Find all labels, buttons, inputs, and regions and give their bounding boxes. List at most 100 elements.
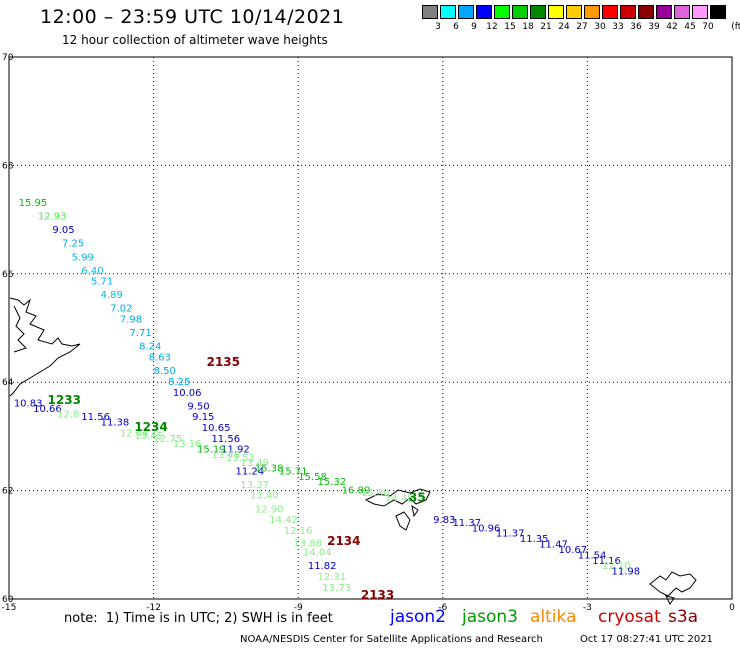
longitude-tick-label: -15 <box>2 603 17 613</box>
wave-height-value: 6.40 <box>81 266 103 277</box>
faroe-islands-coastline <box>364 488 431 531</box>
map-subtitle: 12 hour collection of altimeter wave hei… <box>62 33 328 47</box>
wave-height-value: 11.54 <box>578 550 607 561</box>
wave-height-value: 9.83 <box>433 515 455 526</box>
colorbar-swatch <box>530 5 546 19</box>
latitude-tick-label: 66 <box>2 270 14 280</box>
colorbar-swatch <box>638 5 654 19</box>
wave-height-value: 8.24 <box>139 342 161 353</box>
wave-height-labels: 15.9512.939.057.255.996.405.714.897.027.… <box>14 198 640 594</box>
colorbar-label: 18 <box>522 22 534 32</box>
shetland-coastline <box>649 571 697 605</box>
wave-height-value: 9.05 <box>52 225 74 236</box>
wave-height-value: 16.89 <box>342 485 371 496</box>
wave-height-value: 11.37 <box>452 518 481 529</box>
colorbar-swatch <box>548 5 564 19</box>
pass-time-label: 2133 <box>361 588 394 602</box>
wave-height-value: 15.32 <box>317 477 346 488</box>
wave-height-value: 12.8 <box>57 409 79 420</box>
map-grid <box>8 56 733 600</box>
note-text: note: 1) Time is in UTC; 2) SWH is in fe… <box>64 611 333 626</box>
longitude-tick-label: -3 <box>583 603 592 613</box>
footer-credit: NOAA/NESDIS Center for Satellite Applica… <box>240 634 543 645</box>
pass-time-label: 2135 <box>207 355 240 369</box>
colorbar-label: 27 <box>576 22 588 32</box>
pass-time-label: 1233 <box>48 393 81 407</box>
wave-height-value: 13.88 <box>293 538 322 549</box>
legend-jason2: jason2 <box>390 607 446 627</box>
legend-s3a: s3a <box>668 607 699 627</box>
colorbar-label: 6 <box>453 22 459 32</box>
colorbar-unit: (ft) <box>731 22 740 32</box>
wave-height-value: 11.98 <box>612 567 641 578</box>
colorbar-label: 36 <box>630 22 642 32</box>
legend-cryosat: cryosat <box>598 607 661 627</box>
pass-time-label: 35 <box>409 490 426 504</box>
wave-height-value: 10.66 <box>33 404 62 415</box>
coastlines <box>9 297 697 605</box>
longitude-tick-label: -9 <box>294 603 303 613</box>
wave-height-value: 11.92 <box>221 445 250 456</box>
wave-height-value: 8.50 <box>154 366 176 377</box>
longitude-tick-label: 0 <box>729 603 735 613</box>
wave-height-value: 10.96 <box>472 523 501 534</box>
colorbar-label: 45 <box>684 22 696 32</box>
wave-height-value: 5.71 <box>91 277 113 288</box>
wave-height-value: 8.25 <box>168 377 190 388</box>
wave-height-value: 15.30 <box>361 488 390 499</box>
colorbar-label: 39 <box>648 22 660 32</box>
footer-timestamp: Oct 17 08:27:41 UTC 2021 <box>580 634 713 645</box>
colorbar-swatch <box>476 5 492 19</box>
wave-height-value: 11.82 <box>308 561 337 572</box>
wave-height-value: 4.89 <box>101 290 123 301</box>
wave-height-value: 15.71 <box>279 466 308 477</box>
wave-height-value: 7.98 <box>120 315 142 326</box>
wave-height-value: 8.63 <box>149 353 171 364</box>
legend-altika: altika <box>530 607 577 627</box>
pass-time-label: 2134 <box>327 534 360 548</box>
wave-height-value: 12.16 <box>284 526 313 537</box>
wave-height-value: 11.47 <box>539 540 568 551</box>
wave-height-value: 12.10 <box>602 561 631 572</box>
colorbar-swatch <box>692 5 708 19</box>
wave-height-value: 7.02 <box>110 304 132 315</box>
colorbar-swatch <box>674 5 690 19</box>
colorbar-swatch <box>584 5 600 19</box>
latitude-tick-label: 64 <box>2 378 14 388</box>
colorbar-swatch <box>494 5 510 19</box>
wave-height-value: 11.35 <box>520 534 549 545</box>
wave-height-value: 11.38 <box>101 418 130 429</box>
latitude-tick-label: 68 <box>2 161 14 171</box>
wave-height-value: 13.73 <box>322 583 351 594</box>
colorbar-label: 33 <box>612 22 624 32</box>
colorbar-swatch <box>566 5 582 19</box>
wave-height-value: 10.67 <box>558 545 587 556</box>
wave-height-value: 13.48 <box>211 450 240 461</box>
wave-height-value: 15.58 <box>298 472 327 483</box>
colorbar-swatch <box>656 5 672 19</box>
map-title: 12:00 – 23:59 UTC 10/14/2021 <box>40 6 345 28</box>
wave-height-value: 11.37 <box>496 529 525 540</box>
colorbar-swatch <box>458 5 474 19</box>
wave-height-value: 10.65 <box>202 423 231 434</box>
colorbar-swatch <box>602 5 618 19</box>
colorbar-label: 24 <box>558 22 570 32</box>
colorbar-swatch <box>620 5 636 19</box>
wave-height-value: 11.16 <box>592 556 621 567</box>
wave-height-value: 13.37 <box>240 480 269 491</box>
latitude-tick-label: 70 <box>2 53 14 63</box>
colorbar-label: 70 <box>702 22 714 32</box>
colorbar-label: 42 <box>666 22 678 32</box>
longitude-tick-label: -12 <box>146 603 161 613</box>
wave-height-value: 14.48 <box>385 493 414 504</box>
wave-height-value: 5.99 <box>72 252 94 263</box>
iceland-coastline <box>9 297 81 397</box>
pass-time-label: 1234 <box>134 420 167 434</box>
colorbar-label: 21 <box>540 22 552 32</box>
longitude-tick-label: -6 <box>438 603 447 613</box>
wave-height-value: 13.40 <box>250 491 279 502</box>
wave-height-value: 11.24 <box>236 466 265 477</box>
wave-height-value: 9.50 <box>187 401 209 412</box>
wave-height-value: 7.25 <box>62 239 84 250</box>
